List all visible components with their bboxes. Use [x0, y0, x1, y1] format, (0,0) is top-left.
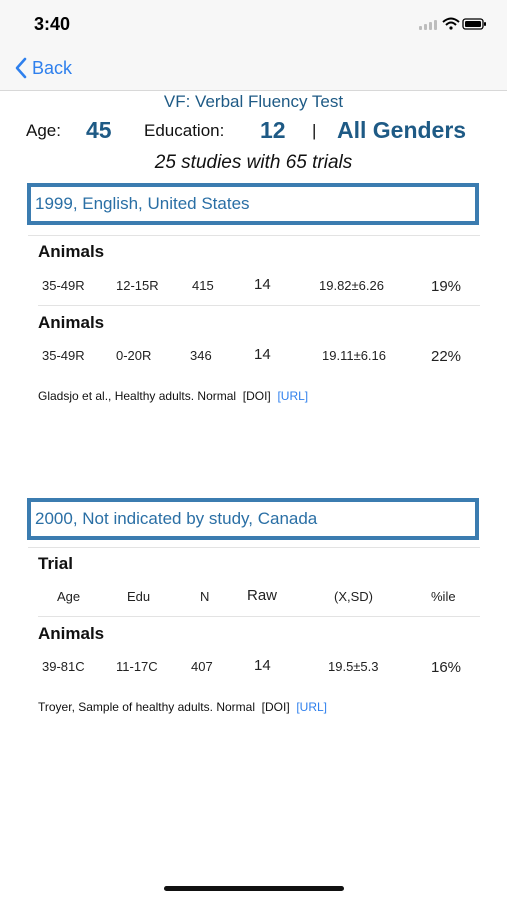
- trial-raw: 14: [254, 276, 271, 293]
- gender-value[interactable]: All Genders: [337, 117, 467, 143]
- url-link[interactable]: [URL]: [296, 700, 328, 714]
- signal-icon: [419, 20, 437, 30]
- study-header[interactable]: 2000, Not indicated by study, Canada: [27, 498, 479, 540]
- trial-xsd: 19.82±6.26: [319, 278, 384, 293]
- trial-header-label: Trial: [38, 554, 73, 573]
- back-label: Back: [32, 57, 73, 78]
- test-title: VF: Verbal Fluency Test: [163, 92, 344, 111]
- home-indicator[interactable]: [164, 886, 344, 891]
- citation-text: Gladsjo et al., Healthy adults. Normal: [38, 389, 237, 403]
- trial-raw: 14: [254, 657, 271, 674]
- trial-xsd: 19.11±6.16: [322, 348, 387, 363]
- column-header-n: N: [200, 589, 210, 604]
- trial-raw: 14: [254, 346, 271, 363]
- studies-summary: 25 studies with 65 trials: [154, 152, 353, 173]
- url-link[interactable]: [URL]: [277, 389, 309, 403]
- trial-edu: 12-15R: [116, 278, 159, 293]
- column-header-age: Age: [57, 589, 81, 604]
- trial-percentile: 19%: [431, 278, 462, 295]
- status-icons: [419, 16, 487, 32]
- chevron-left-icon: [15, 57, 27, 79]
- trial-age: 35-49R: [42, 278, 85, 293]
- column-header-edu: Edu: [127, 589, 151, 604]
- battery-icon: [462, 18, 486, 30]
- trial-edu: 11-17C: [116, 659, 158, 674]
- trial-age: 35-49R: [42, 348, 85, 363]
- citation-text: Troyer, Sample of healthy adults. Normal: [38, 700, 255, 714]
- status-icons-svg: [419, 17, 486, 30]
- trial-age: 39-81C: [42, 659, 85, 674]
- divider: [38, 616, 480, 617]
- column-header-percentile: %ile: [431, 589, 456, 604]
- divider: [28, 235, 480, 236]
- trial-percentile: 22%: [431, 348, 462, 365]
- trial-name: Animals: [38, 313, 105, 332]
- trial-n: 415: [192, 278, 214, 293]
- doi-link[interactable]: [DOI]: [261, 700, 290, 714]
- age-label: Age:: [26, 121, 61, 140]
- age-value[interactable]: 45: [86, 117, 112, 143]
- trial-percentile: 16%: [431, 659, 462, 676]
- status-time: 3:40: [34, 14, 71, 34]
- filter-separator: |: [312, 121, 317, 140]
- column-header-xsd: (X,SD): [334, 589, 373, 604]
- citation: Gladsjo et al., Healthy adults. Normal […: [38, 389, 308, 403]
- divider: [28, 547, 480, 548]
- trial-name: Animals: [38, 624, 105, 643]
- filter-row: Age: 45 Education: 12 | All Genders: [0, 115, 507, 145]
- column-header-raw: Raw: [247, 587, 278, 604]
- doi-link[interactable]: [DOI]: [242, 389, 271, 403]
- trial-n: 407: [191, 659, 213, 674]
- wifi-icon: [442, 17, 460, 30]
- trial-name: Animals: [38, 242, 105, 261]
- education-label: Education:: [144, 121, 225, 140]
- status-bar: 3:40: [0, 0, 507, 46]
- trial-xsd: 19.5±5.3: [328, 659, 379, 674]
- study-header[interactable]: 1999, English, United States: [27, 183, 479, 225]
- divider: [38, 305, 480, 306]
- trial-edu: 0-20R: [116, 348, 152, 363]
- back-button[interactable]: Back: [14, 55, 72, 81]
- trial-n: 346: [190, 348, 212, 363]
- citation: Troyer, Sample of healthy adults. Normal…: [38, 700, 327, 714]
- navigation-bar: Back: [0, 46, 507, 91]
- education-value[interactable]: 12: [260, 117, 286, 143]
